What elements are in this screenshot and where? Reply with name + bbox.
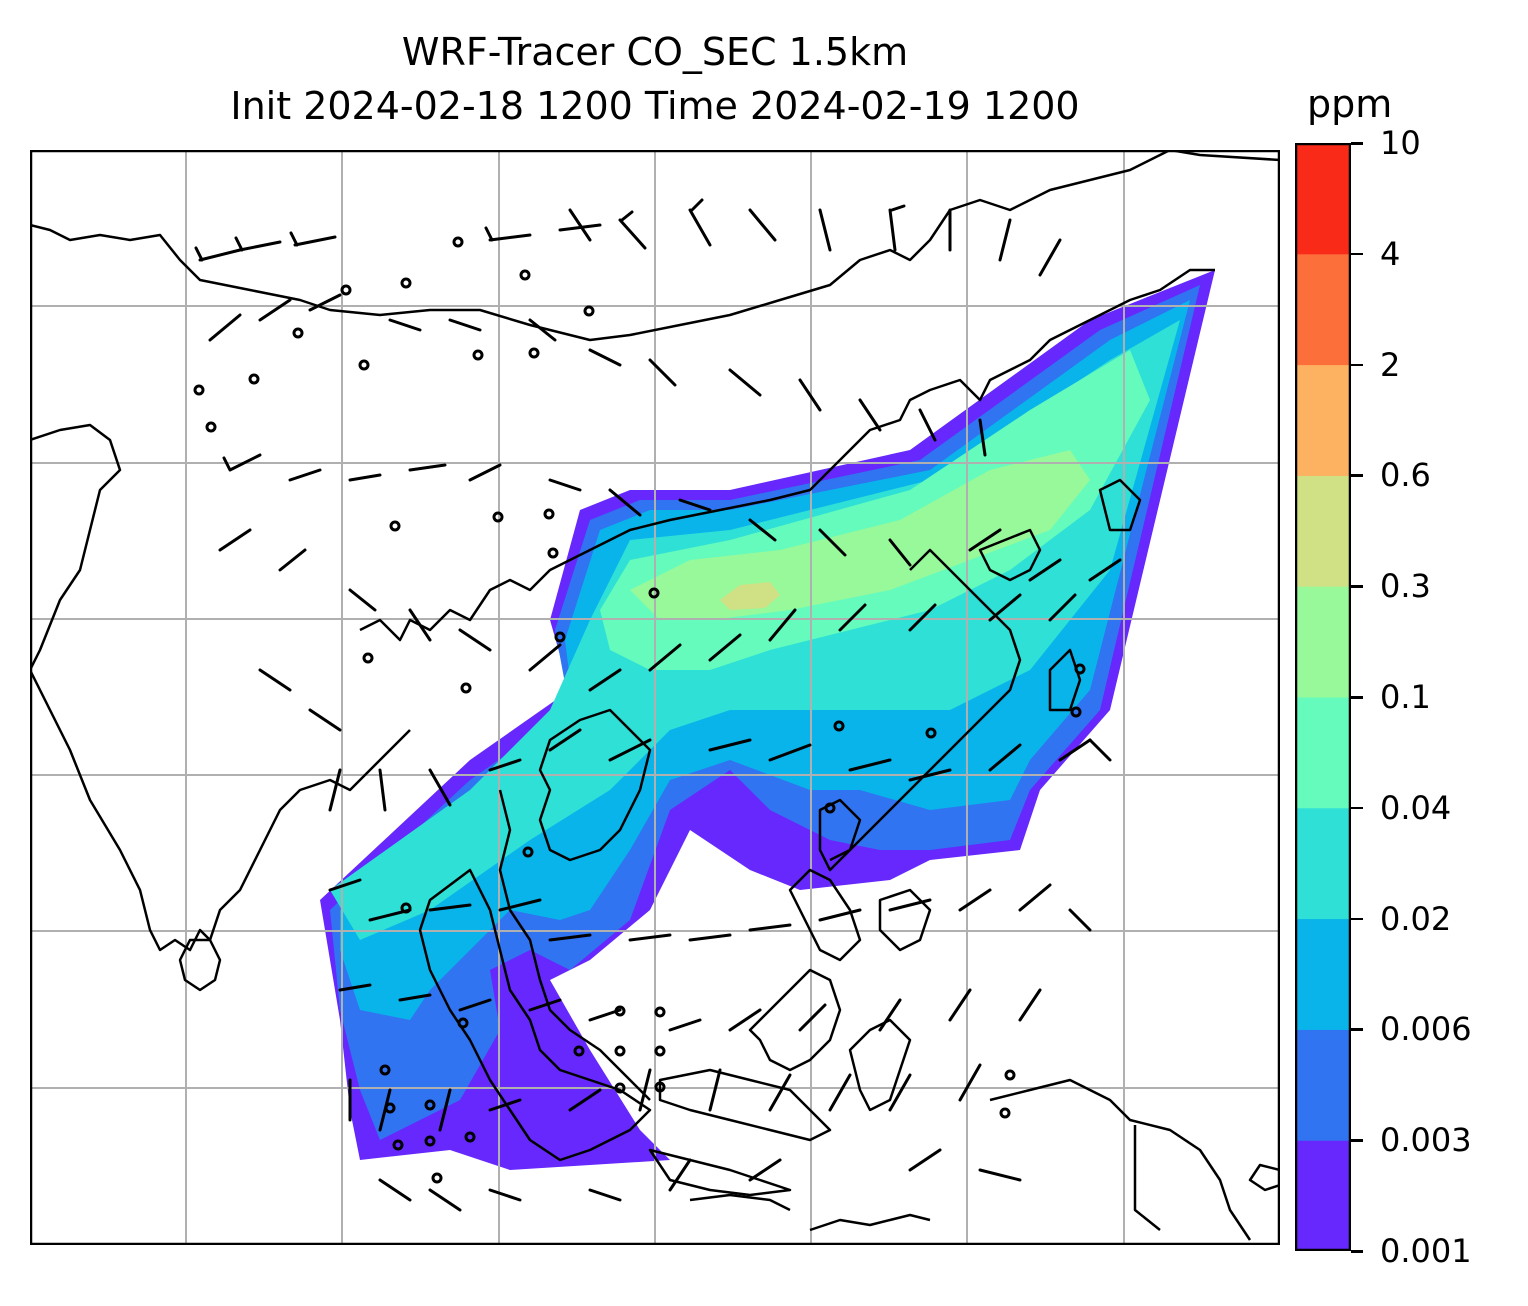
colorbar-tick-label: 0.04 [1380,788,1452,827]
colorbar-tick [1351,1250,1363,1253]
colorbar-segment [1295,586,1351,698]
colorbar-tick [1351,363,1363,367]
colorbar-tick-label: 0.02 [1380,899,1452,938]
colorbar-tick [1351,142,1363,145]
colorbar-segment [1295,1140,1351,1251]
colorbar-segment [1295,475,1351,587]
colorbar-tick-label: 10 [1380,124,1421,162]
colorbar-tick [1351,696,1363,699]
colorbar-tick-label: 0.1 [1380,678,1431,716]
colorbar-tick-label: 0.003 [1380,1121,1472,1160]
gridlines [30,150,1280,1245]
coastlines [30,150,1280,1241]
colorbar-segment [1295,253,1351,366]
colorbar-tick [1351,474,1363,477]
plot-title-line-1: WRF-Tracer CO_SEC 1.5km [401,30,909,74]
colorbar-segment [1295,364,1351,476]
colorbar-tick [1351,1028,1363,1031]
colorbar-tick [1351,252,1363,256]
tracer-shade-0.3 [630,450,1090,620]
colorbar [1295,143,1351,1251]
tracer-shade-0.6 [720,582,780,610]
colorbar-tick-label: 0.001 [1380,1232,1472,1270]
colorbar-tick-label: 4 [1380,234,1401,273]
calm-wind-circles [193,236,1086,1184]
colorbar-tick [1351,1139,1363,1142]
colorbar-tick [1351,917,1363,921]
colorbar-segment [1295,807,1351,920]
colorbar-tick [1351,585,1363,588]
colorbar-segment [1295,918,1351,1030]
colorbar-tick-label: 0.6 [1380,456,1431,495]
colorbar-unit-label: ppm [1307,82,1393,126]
colorbar-segment [1295,697,1351,809]
colorbar-tick-label: 0.006 [1380,1010,1472,1049]
plot-title-line-2: Init 2024-02-18 1200 Time 2024-02-19 120… [230,84,1080,128]
map-panel [30,150,1280,1245]
colorbar-segment [1295,1029,1351,1141]
colorbar-segment [1295,143,1351,255]
colorbar-tick-label: 0.3 [1380,567,1431,606]
colorbar-tick-label: 2 [1380,345,1401,384]
colorbar-frame [1295,143,1351,1251]
map-frame [30,150,1280,1245]
colorbar-tick [1351,806,1363,810]
